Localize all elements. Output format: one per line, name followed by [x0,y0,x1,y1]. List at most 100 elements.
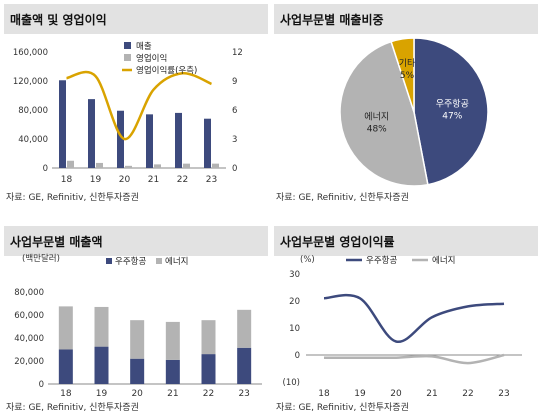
x-tick-label: 19 [90,175,102,185]
x-tick-label: 18 [60,389,72,399]
y-tick-label-right: 6 [232,106,237,116]
y-tick-label: 20 [289,297,300,307]
bar-aerospace [201,354,216,384]
bar-operating-income [154,164,161,168]
y-tick-label-left: 0 [43,164,48,174]
bar-aerospace [237,347,252,384]
bar-operating-income [183,163,190,168]
x-tick-label: 22 [203,389,214,399]
legend-label: 매출 [136,41,152,52]
legend-label: 영업이익 [136,53,167,64]
pie-label: 우주항공 [436,98,469,109]
y-tick-label-right: 12 [232,48,243,58]
bar-energy [58,306,73,350]
y-tick-label-left: 120,000 [13,77,48,87]
y-tick-label: 0 [295,351,300,361]
x-tick-label: 23 [206,175,217,185]
bar-energy [130,320,145,359]
bar-aerospace [58,349,73,384]
bar-operating-income [96,162,103,168]
y-tick-label: 60,000 [14,311,44,321]
segment-margin-chart: (%) (10) 0 10 20 30 18 19 20 21 22 23 우주항공 에너지 [283,255,522,399]
chart-title: 사업부문별 매출비중 [280,13,384,27]
y-tick-label: 30 [289,270,300,280]
chart-title: 사업부문별 영업이익률 [280,235,395,249]
bar-revenue [59,80,66,168]
bar-operating-income [212,163,219,168]
x-tick-label: 20 [131,389,143,399]
legend-label: 우주항공 [366,256,397,266]
legend-swatch [106,258,112,264]
legend-swatch [124,54,131,61]
panel-segment-margin: 사업부문별 영업이익률 (%) (10) 0 10 20 30 18 19 20 21 22 23 우주… [274,226,538,416]
bar-revenue [175,112,182,168]
panel-title-bar: 사업부문별 매출비중 [274,4,538,34]
legend-label: 우주항공 [115,257,146,267]
source-note: 자료: GE, Refinitiv, 신한투자증권 [276,193,409,203]
legend-swatch [124,42,131,49]
panel-title-bar: 사업부문별 영업이익률 [274,226,538,256]
bar-energy [94,306,109,347]
x-tick-label: 21 [426,389,437,399]
legend-label: 영업이익률(우측) [136,65,197,76]
pie-slice [390,37,415,113]
x-tick-label: 20 [390,389,402,399]
y-tick-label: (10) [283,378,300,388]
y-tick-label-right: 3 [232,135,237,145]
line-energy [324,353,505,365]
pie-label: 기타 [399,58,416,69]
x-tick-label: 22 [462,389,473,399]
panel-revenue-operating-income: 매출액 및 영업이익 0 40,000 80,000 120,000 160,000 0 3… [4,4,268,204]
unit-label: (백만달러) [22,253,60,264]
x-tick-label: 23 [238,389,249,399]
y-tick-label: 10 [289,324,300,334]
source-note: 자료: GE, Refinitiv, 신한투자증권 [6,403,139,413]
x-tick-label: 18 [318,389,330,399]
x-tick-label: 21 [167,389,178,399]
bar-operating-income [67,160,74,168]
y-tick-label: 40,000 [14,334,44,344]
line-operating-margin [66,70,212,141]
legend-label: 에너지 [432,255,455,266]
panel-segment-sales-share: 사업부문별 매출비중 우주항공 47% 에너지 48% 기타 5% 자료: GE, Ref… [274,4,538,204]
pie-slice [413,37,489,186]
bar-revenue [117,110,124,168]
bar-revenue [204,118,211,168]
revenue-chart: 0 40,000 80,000 120,000 160,000 0 3 6 9 12 18 19 20 2… [13,41,243,185]
bar-aerospace [94,346,109,384]
x-tick-label: 19 [354,389,366,399]
x-tick-label: 22 [177,175,188,185]
line-aerospace [323,293,505,343]
y-tick-label: 0 [39,380,44,390]
legend-swatch [156,258,162,264]
y-tick-label-right: 0 [232,164,237,174]
sales-share-pie: 우주항공 47% 에너지 48% 기타 5% [339,37,489,187]
source-note: 자료: GE, Refinitiv, 신한투자증권 [6,193,139,203]
pie-percent: 48% [367,125,387,135]
unit-label: (%) [300,255,315,265]
y-tick-label: 20,000 [14,357,44,367]
pie-slice [339,40,429,187]
x-tick-label: 18 [61,175,73,185]
panel-segment-sales: 사업부문별 매출액 (백만달러) 0 20,000 40,000 60,000 80,00… [4,226,268,416]
pie-percent: 47% [442,111,462,121]
chart-title: 매출액 및 영업이익 [10,13,107,27]
y-tick-label: 80,000 [14,288,44,298]
x-tick-label: 20 [119,175,131,185]
panel-title-bar: 매출액 및 영업이익 [4,4,268,34]
bar-revenue [88,99,95,168]
bar-aerospace [165,359,180,384]
bar-energy [165,321,180,360]
x-tick-label: 19 [96,389,108,399]
bar-operating-income [125,165,132,168]
legend-label: 에너지 [165,256,188,267]
pie-label: 에너지 [364,112,389,123]
y-tick-label-left: 40,000 [18,135,48,145]
x-tick-label: 21 [148,175,159,185]
x-tick-label: 23 [498,389,509,399]
bar-revenue [146,114,153,168]
y-tick-label-left: 160,000 [13,48,48,58]
source-note: 자료: GE, Refinitiv, 신한투자증권 [276,403,409,413]
panel-title-bar: 사업부문별 매출액 [4,226,268,256]
bar-aerospace [130,358,145,384]
